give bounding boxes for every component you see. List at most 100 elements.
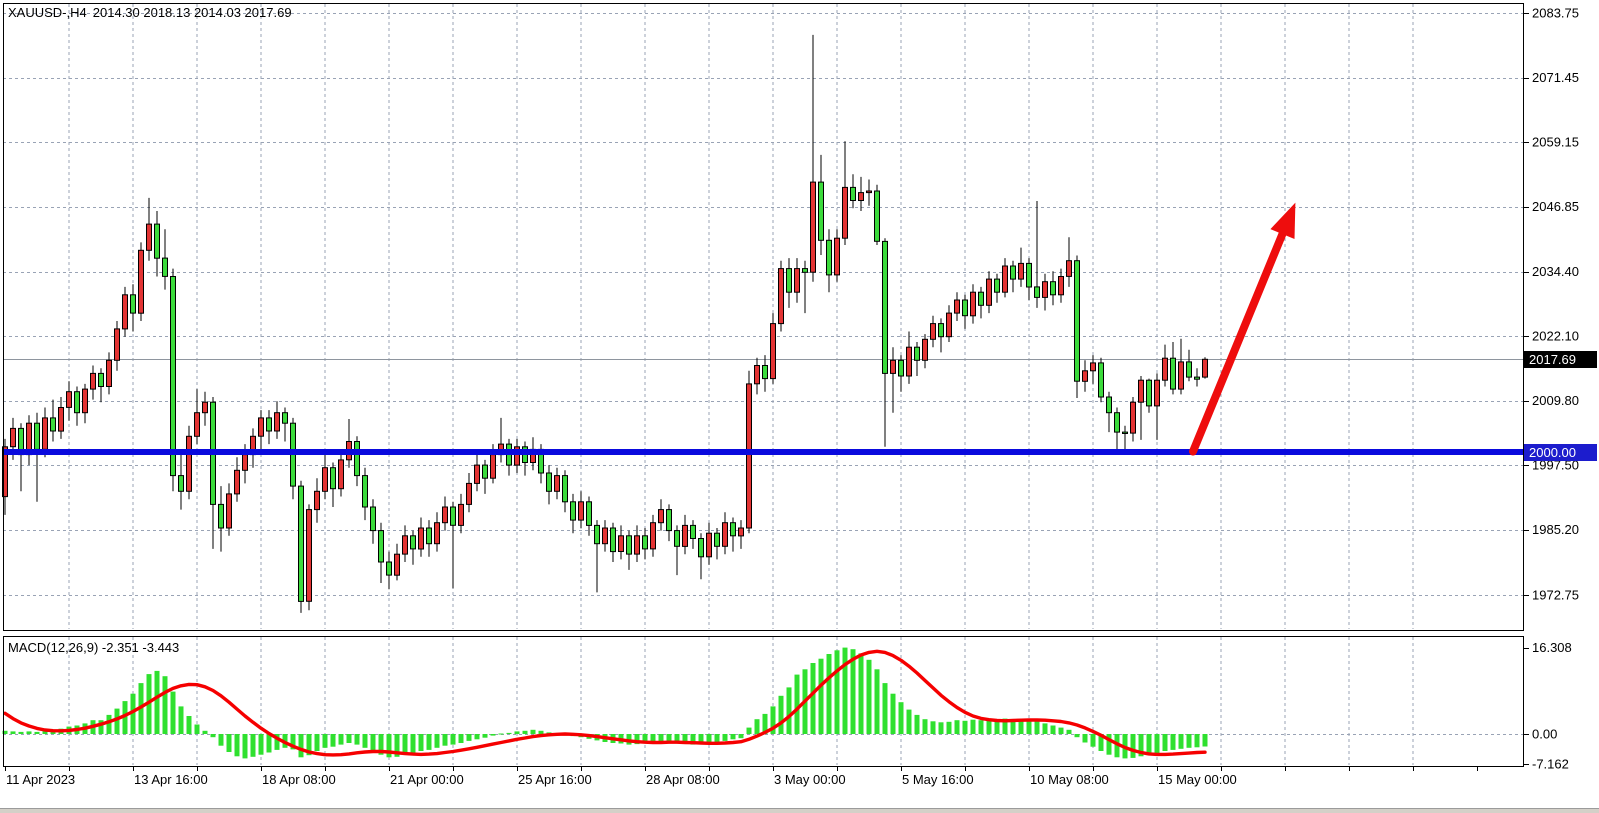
candle-body bbox=[578, 501, 584, 521]
trend-arrow[interactable] bbox=[1189, 202, 1296, 456]
candle-body bbox=[50, 417, 56, 432]
candle-body bbox=[178, 475, 184, 492]
candle-body bbox=[162, 257, 168, 277]
candle-body bbox=[466, 482, 472, 505]
candle-body bbox=[834, 237, 840, 276]
candle-body bbox=[266, 417, 272, 432]
candle-body bbox=[818, 181, 824, 241]
candle-body bbox=[362, 475, 368, 508]
candle-body bbox=[170, 276, 176, 477]
candle-body bbox=[202, 401, 208, 414]
candle-body bbox=[922, 338, 928, 361]
candle-body bbox=[378, 530, 384, 563]
candle-body bbox=[82, 388, 88, 414]
candle-body bbox=[770, 323, 776, 380]
candle-body bbox=[490, 454, 496, 479]
support-line[interactable] bbox=[3, 449, 1523, 455]
candle-body bbox=[394, 553, 400, 576]
candle-body bbox=[610, 527, 616, 553]
candle-body bbox=[410, 535, 416, 550]
window-bottom-edge bbox=[0, 808, 1599, 813]
indicator-label: MACD(12,26,9) -2.351 -3.443 bbox=[8, 640, 180, 655]
candle-body bbox=[986, 278, 992, 306]
candle-body bbox=[122, 294, 128, 330]
macd-tick-label: 0.00 bbox=[1532, 727, 1557, 742]
price-axis[interactable] bbox=[1524, 0, 1599, 766]
candle-body bbox=[954, 299, 960, 314]
candle-body bbox=[146, 223, 152, 251]
candle-body bbox=[354, 441, 360, 477]
candle-body bbox=[618, 535, 624, 552]
candle-body bbox=[674, 530, 680, 547]
symbol-timeframe-label: XAUUSD-,H4 bbox=[8, 5, 87, 20]
ohlc-values: 2014.30 2018.13 2014.03 2017.69 bbox=[92, 5, 292, 20]
candle-body bbox=[994, 278, 1000, 293]
grid bbox=[3, 4, 1523, 765]
candle-body bbox=[706, 532, 712, 558]
candle-body bbox=[1194, 376, 1200, 380]
time-tick-label: 3 May 00:00 bbox=[774, 772, 846, 787]
candle-body bbox=[1090, 362, 1096, 372]
candle-body bbox=[1202, 358, 1208, 378]
candle-body bbox=[754, 365, 760, 385]
time-tick-label: 5 May 16:00 bbox=[902, 772, 974, 787]
candle-body bbox=[1074, 260, 1080, 382]
candle-body bbox=[594, 524, 600, 545]
candle-body bbox=[58, 407, 64, 432]
candle-body bbox=[914, 346, 920, 361]
candle-body bbox=[1082, 370, 1088, 382]
macd-histogram bbox=[2, 647, 1208, 759]
candle-body bbox=[866, 190, 872, 194]
candle-body bbox=[1114, 412, 1120, 433]
candle-body bbox=[938, 323, 944, 338]
price-tick-label: 2034.40 bbox=[1532, 264, 1579, 279]
candle-body bbox=[970, 291, 976, 317]
candle-body bbox=[882, 240, 888, 374]
candle-body bbox=[826, 239, 832, 276]
candle-body bbox=[1010, 265, 1016, 280]
candle-body bbox=[1122, 431, 1128, 435]
candle-body bbox=[546, 472, 552, 492]
candle-body bbox=[1034, 286, 1040, 298]
candle-body bbox=[322, 467, 328, 492]
candle-body bbox=[850, 186, 856, 201]
candle-body bbox=[906, 346, 912, 377]
candle-body bbox=[10, 427, 16, 448]
candle-body bbox=[226, 493, 232, 529]
candle-body bbox=[890, 359, 896, 374]
candle-body bbox=[298, 485, 304, 602]
candle-body bbox=[98, 372, 104, 387]
candle-body bbox=[786, 268, 792, 293]
candle-body bbox=[666, 509, 672, 532]
candle-body bbox=[450, 506, 456, 526]
support-level-badge: 2000.00 bbox=[1524, 444, 1597, 461]
candle-body bbox=[626, 535, 632, 555]
candle-body bbox=[474, 464, 480, 484]
candle-body bbox=[130, 294, 136, 314]
candle-body bbox=[258, 417, 264, 437]
candle-body bbox=[338, 459, 344, 490]
candle-body bbox=[186, 435, 192, 492]
candle-body bbox=[74, 391, 80, 414]
candle-body bbox=[1178, 361, 1184, 390]
candle-body bbox=[194, 412, 200, 437]
candle-body bbox=[370, 506, 376, 532]
time-tick-label: 18 Apr 08:00 bbox=[262, 772, 336, 787]
time-axis[interactable] bbox=[0, 767, 1599, 797]
candle-body bbox=[1002, 265, 1008, 293]
price-tick-label: 2022.10 bbox=[1532, 329, 1579, 344]
price-tick-label: 2071.45 bbox=[1532, 70, 1579, 85]
indicator-axis-labels: 16.308 0.00 -7.162 bbox=[1532, 640, 1572, 771]
candle-body bbox=[1050, 281, 1056, 296]
candle-body bbox=[842, 186, 848, 239]
bid-price-badge: 2017.69 bbox=[1524, 351, 1597, 368]
candle-body bbox=[722, 522, 728, 547]
candle-body bbox=[1130, 401, 1136, 434]
candle-body bbox=[802, 268, 808, 273]
macd-signal-line bbox=[3, 649, 1207, 757]
candle-body bbox=[642, 535, 648, 550]
time-tick-label: 28 Apr 08:00 bbox=[646, 772, 720, 787]
candle-body bbox=[874, 190, 880, 242]
candle-body bbox=[114, 328, 120, 361]
